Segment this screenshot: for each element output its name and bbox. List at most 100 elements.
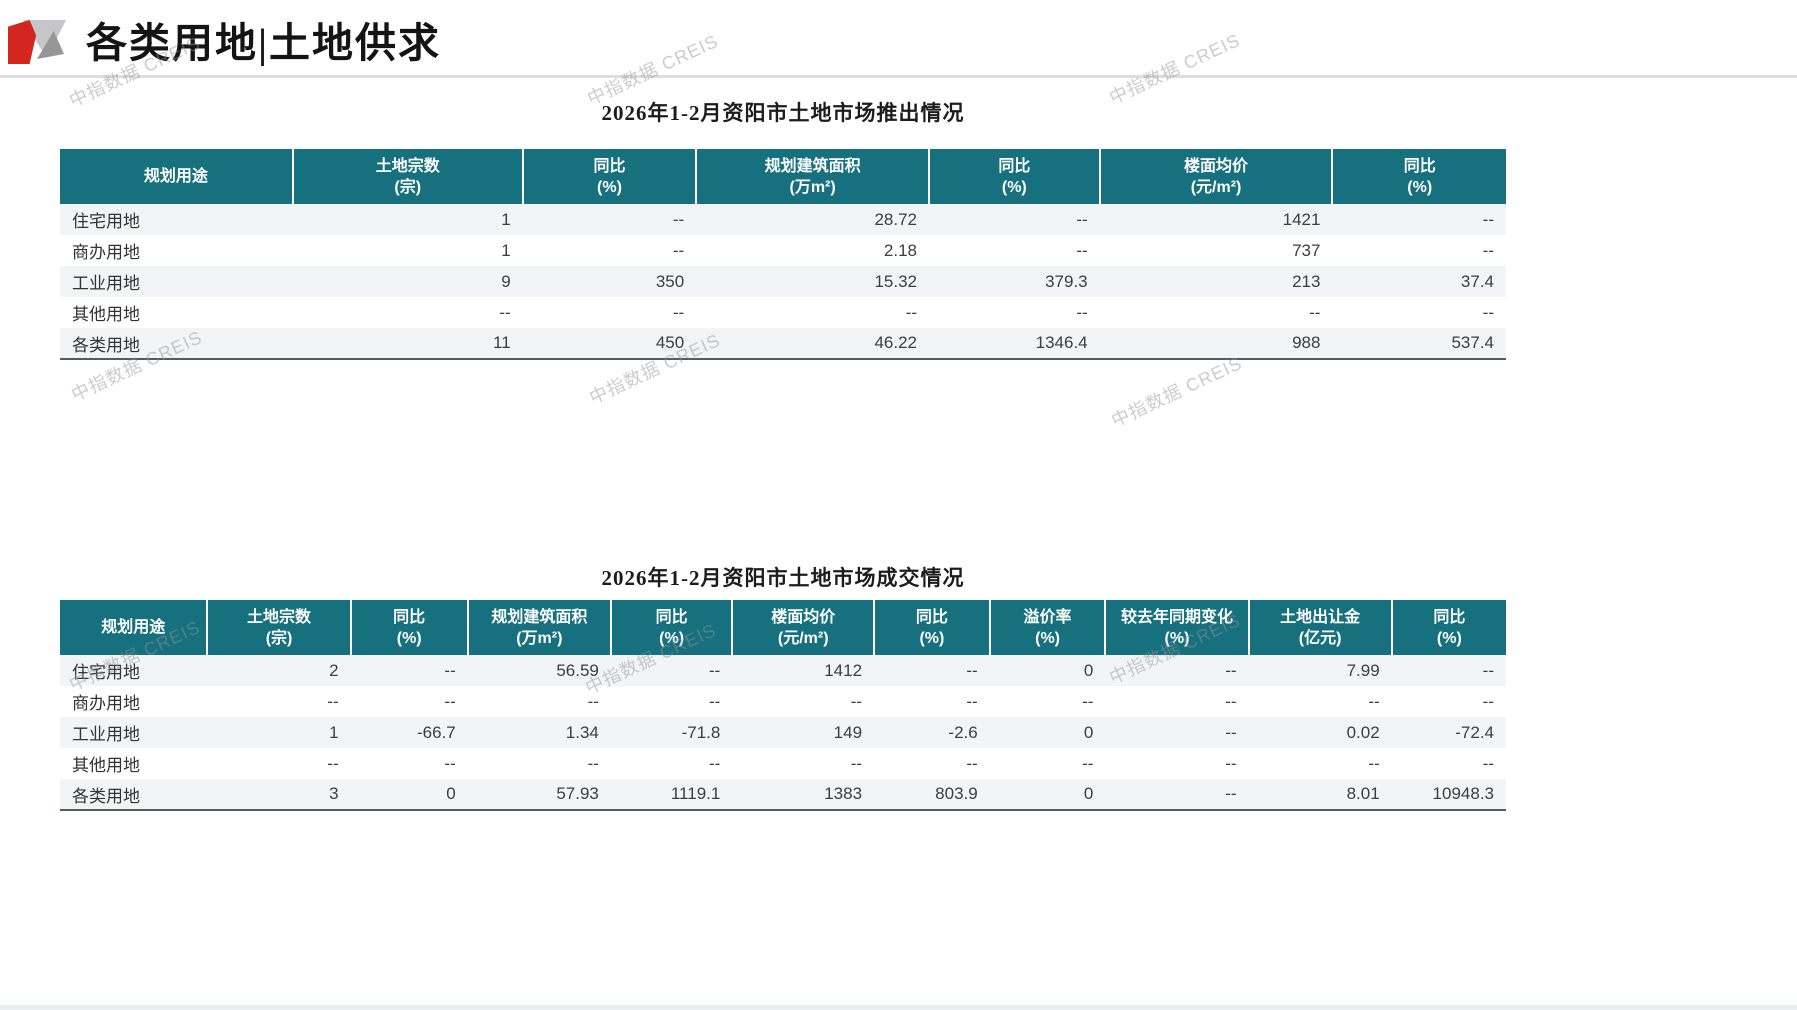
cell-value: -- [1082, 753, 1094, 773]
column-header: 规划用途 [60, 149, 293, 204]
cell-value: -- [350, 655, 468, 686]
cell-value: -- [1225, 691, 1237, 711]
cell-value: 3 [207, 779, 351, 811]
cell-value: -71.8 [610, 717, 733, 748]
cell-value: -- [587, 691, 599, 711]
column-header: 较去年同期变化 (%) [1104, 600, 1249, 655]
cell-value: 737 [1292, 240, 1321, 260]
cell-value: -- [850, 691, 863, 711]
table-row: 各类用地 3 0 57.93 1119.1 1383 803.9 0 -- 8.01 10948.3 [60, 779, 1506, 811]
table-row: 商办用地 1 -- 2.18 -- 737 -- [60, 235, 1506, 266]
column-header: 溢价率 (%) [988, 600, 1106, 655]
cell-value: 149 [732, 717, 875, 748]
header-row: 规划用途 土地宗数 (宗) 同比 (%) 规划建筑面积 (万m²) 同比 (%) 楼面均价 (元/m… [60, 600, 1506, 655]
cell-value: -- [1105, 779, 1249, 811]
transaction-table-title: 2026年1-2月资阳市土地市场成交情况 [601, 566, 965, 590]
footer-strip [0, 1005, 1797, 1010]
cell-value: -- [499, 302, 511, 322]
page-title: 各类用地|土地供求 [86, 20, 442, 66]
cell-value: -- [874, 655, 990, 686]
cell-value: -- [905, 302, 918, 322]
cell-value: -- [1105, 655, 1249, 686]
land-supply-section: 2026年1-2月资阳市土地市场推出情况 规划用途 土地宗数 (宗) 同比 (%) 规划建… [60, 100, 1506, 360]
land-supply-table: 规划用途 土地宗数 (宗) 同比 (%) 规划建筑面积 (万m²) 同比 (%) 楼面均价 (元/m… [60, 149, 1506, 360]
cell-value: 450 [522, 328, 697, 360]
cell-value: 11 [292, 328, 523, 360]
row-label: 商办用地 [72, 694, 140, 713]
cell-value: -- [1076, 302, 1088, 322]
column-header: 土地宗数 (宗) [291, 149, 523, 204]
supply-table-title: 2026年1-2月资阳市土地市场推出情况 [601, 101, 965, 125]
row-label: 其他用地 [72, 305, 140, 324]
column-header: 规划建筑面积 (万m²) [466, 600, 611, 655]
cell-value: 1 [292, 204, 523, 235]
cell-value: -- [327, 753, 339, 773]
cell-value: 0 [989, 779, 1106, 811]
cell-value: 350 [522, 266, 697, 297]
cell-value: 10948.3 [1391, 779, 1506, 811]
cell-value: -- [1082, 691, 1094, 711]
row-label: 各类用地 [60, 328, 293, 360]
cell-value: 2.18 [883, 240, 918, 260]
creis-logo [8, 14, 66, 66]
cell-value: 803.9 [874, 779, 990, 811]
column-header: 同比 (%) [1390, 600, 1506, 655]
cell-value: 1346.4 [929, 328, 1100, 360]
cell-value: -- [1482, 302, 1494, 322]
cell-value: -2.6 [874, 717, 990, 748]
watermark: 中指数据 CREIS [1108, 352, 1246, 431]
cell-value: 0 [989, 655, 1106, 686]
watermark: 中指数据 CREIS [1106, 29, 1244, 108]
cell-value: -- [709, 691, 721, 711]
cell-value: 0 [350, 779, 468, 811]
cell-value: -72.4 [1391, 717, 1506, 748]
cell-value: 8.01 [1248, 779, 1392, 811]
cell-value: -- [522, 204, 697, 235]
column-header: 同比 (%) [609, 600, 733, 655]
row-label: 其他用地 [72, 756, 140, 775]
cell-value: 1 [207, 717, 351, 748]
column-header: 规划用途 [60, 600, 208, 655]
column-header: 同比 (%) [928, 149, 1100, 204]
column-header: 同比 (%) [521, 149, 697, 204]
cell-value: 0 [989, 717, 1106, 748]
table-row: 各类用地 11 450 46.22 1346.4 988 537.4 [60, 328, 1506, 360]
table-row: 商办用地 -- -- -- -- -- -- -- -- -- -- [60, 686, 1506, 717]
cell-value: 1 [501, 240, 511, 260]
row-label: 住宅用地 [60, 204, 293, 235]
cell-value: 1412 [732, 655, 875, 686]
cell-value: 1.34 [467, 717, 611, 748]
cell-value: 2 [207, 655, 351, 686]
cell-value: -- [1482, 691, 1494, 711]
cell-value: 9 [292, 266, 523, 297]
cell-value: -- [587, 753, 599, 773]
cell-value: 37.4 [1332, 266, 1506, 297]
cell-value: 28.72 [696, 204, 930, 235]
table-row: 住宅用地 1 -- 28.72 -- 1421 -- [60, 204, 1506, 235]
cell-value: 57.93 [467, 779, 611, 811]
land-transaction-table: 规划用途 土地宗数 (宗) 同比 (%) 规划建筑面积 (万m²) 同比 (%) 楼面均价 (元/m… [60, 600, 1506, 811]
cell-value: 56.59 [467, 655, 611, 686]
cell-value: 213 [1099, 266, 1333, 297]
cell-value: 15.32 [696, 266, 930, 297]
row-label: 商办用地 [72, 243, 140, 262]
cell-value: -- [672, 240, 685, 260]
row-label: 工业用地 [60, 717, 208, 748]
column-header: 土地出让金 (亿元) [1247, 600, 1392, 655]
cell-value: 988 [1099, 328, 1333, 360]
cell-value: 1119.1 [610, 779, 733, 811]
column-header: 同比 (%) [873, 600, 990, 655]
cell-value: 1383 [732, 779, 875, 811]
row-label: 住宅用地 [60, 655, 208, 686]
column-header: 楼面均价 (元/m²) [1098, 149, 1333, 204]
column-header: 同比 (%) [349, 600, 468, 655]
cell-value: -- [966, 753, 978, 773]
cell-value: 46.22 [696, 328, 930, 360]
table-row: 其他用地 -- -- -- -- -- -- -- -- -- -- [60, 748, 1506, 779]
cell-value: -- [610, 655, 733, 686]
row-label: 工业用地 [60, 266, 293, 297]
cell-value: -- [1368, 691, 1380, 711]
cell-value: -- [1482, 753, 1494, 773]
table-row: 其他用地 -- -- -- -- -- -- [60, 297, 1506, 328]
